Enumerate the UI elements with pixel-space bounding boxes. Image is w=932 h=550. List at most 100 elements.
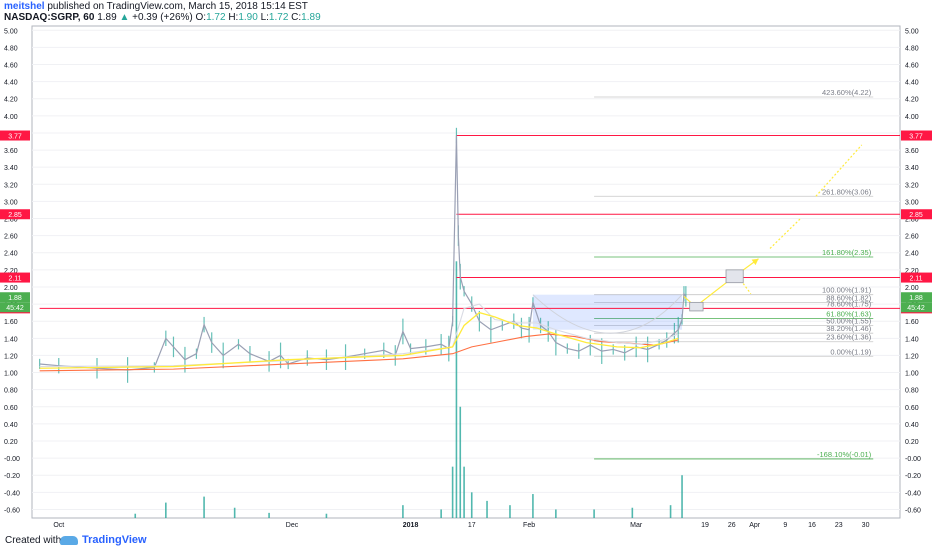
- projection-box: [725, 269, 744, 284]
- price-marker-right-label: 3.77: [909, 134, 923, 141]
- footer: Created with TradingView: [0, 532, 932, 550]
- y-tick-label-right: 5.00: [905, 28, 919, 35]
- last-price: 1.89: [97, 12, 117, 23]
- y-tick-label-right: 1.60: [905, 319, 919, 326]
- volume-bar: [555, 509, 557, 518]
- volume-bar: [233, 507, 236, 518]
- projection-dotted: [815, 144, 863, 197]
- y-tick-label-right: 0.60: [905, 405, 919, 412]
- fib-level-label: 261.80%(3.06): [822, 187, 872, 196]
- volume-bar: [470, 492, 473, 518]
- y-tick-label-left: 1.60: [4, 319, 18, 326]
- y-tick-label-left: 1.00: [4, 371, 18, 378]
- y-tick-label-left: 5.00: [4, 28, 18, 35]
- published-text: published on TradingView.com, March 15, …: [47, 1, 308, 12]
- volume-bar: [402, 505, 404, 518]
- price-marker-left: [0, 272, 30, 283]
- y-tick-label-left: 2.40: [4, 251, 18, 258]
- y-tick-label-right: 3.00: [905, 199, 919, 206]
- y-tick-label-left: 4.20: [4, 97, 18, 104]
- y-tick-label-right: 0.20: [905, 439, 919, 446]
- ohlc-line: NASDAQ:SGRP, 60 1.89 ▲ +0.39 (+26%) O:1.…: [4, 12, 321, 23]
- price-marker-right: [901, 209, 932, 220]
- y-tick-label-left: 1.20: [4, 353, 18, 360]
- price-marker-left: [0, 130, 30, 141]
- x-tick-label: 23: [835, 522, 843, 529]
- cup-curve: [532, 294, 683, 334]
- brand-label: TradingView: [82, 534, 147, 546]
- y-tick-label-left: 0.40: [4, 422, 18, 429]
- projection-arrowhead: [751, 258, 759, 266]
- price-marker-left-label: 2.11: [8, 276, 21, 283]
- countdown-tag-left-label: 45:42: [6, 305, 24, 312]
- y-tick-label-right: -0.00: [905, 456, 921, 463]
- volume-bar: [203, 496, 205, 518]
- chart-area[interactable]: 5.00 5.00 4.80 4.80 4.60 4.60 4.40 4.40 4.20 4.20…: [0, 24, 932, 530]
- high-label: H:: [228, 12, 239, 23]
- symbol-label: NASDAQ:SGRP, 60: [4, 12, 95, 23]
- price-chart[interactable]: 5.00 5.00 4.80 4.80 4.60 4.60 4.40 4.40 4.20 4.20…: [0, 24, 932, 530]
- x-tick-label: 30: [862, 522, 870, 529]
- publish-line: meitshel published on TradingView.com, M…: [4, 1, 308, 12]
- countdown-tag-right: [901, 302, 932, 313]
- volume-bar: [486, 500, 488, 518]
- y-tick-label-right: -0.20: [905, 473, 921, 480]
- author-link[interactable]: meitshel: [4, 1, 45, 12]
- y-tick-label-right: 2.00: [905, 285, 919, 292]
- close-label: C:: [291, 12, 302, 23]
- y-tick-label-left: 3.00: [4, 199, 18, 206]
- price-marker-right-label: 2.11: [909, 276, 922, 283]
- y-tick-label-left: 4.60: [4, 63, 18, 70]
- price-marker-left-label: 2.85: [8, 212, 22, 219]
- y-tick-label-left: 0.80: [4, 388, 18, 395]
- price-marker-right-label: 2.85: [909, 212, 923, 219]
- price-marker-right: [901, 130, 932, 141]
- y-tick-label-left: -0.40: [4, 490, 20, 497]
- chart-header: meitshel published on TradingView.com, M…: [0, 0, 932, 24]
- x-tick-label: Oct: [53, 522, 64, 529]
- y-tick-label-right: 2.80: [905, 217, 919, 224]
- y-tick-label-left: 2.60: [4, 234, 18, 241]
- current-price-tag-right: [901, 292, 932, 303]
- y-tick-label-right: 1.40: [905, 336, 919, 343]
- low-label: L:: [260, 12, 269, 23]
- x-tick-label: 16: [808, 522, 816, 529]
- volume-bar: [532, 494, 534, 518]
- tradingview-logo[interactable]: TradingView: [60, 534, 147, 546]
- change-arrow-icon: ▲: [119, 12, 130, 23]
- y-tick-label-left: 4.00: [4, 114, 18, 121]
- moving-average-yellow: [39, 311, 679, 369]
- y-tick-label-left: 0.60: [4, 405, 18, 412]
- x-tick-label: Mar: [630, 522, 643, 529]
- volume-bar: [669, 505, 672, 518]
- y-tick-label-right: -0.60: [905, 507, 921, 514]
- fib-level-label: 23.60%(1.36): [826, 333, 872, 342]
- volume-bar: [455, 261, 458, 518]
- volume-bar: [134, 513, 137, 518]
- plot-background: [31, 25, 901, 519]
- volume-bar: [463, 466, 465, 518]
- y-tick-label-left: 1.40: [4, 336, 18, 343]
- price-series: [39, 135, 687, 371]
- x-tick-label: 26: [728, 522, 736, 529]
- current-price-tag-right-label: 1.88: [909, 295, 923, 302]
- y-tick-label-right: 3.20: [905, 182, 919, 189]
- moving-average-orange: [39, 333, 679, 372]
- y-tick-label-left: 0.20: [4, 439, 18, 446]
- fib-level-label: 78.60%(1.75): [826, 299, 872, 308]
- y-tick-label-right: -0.40: [905, 490, 921, 497]
- volume-bar: [440, 509, 442, 518]
- volume-bar: [165, 502, 167, 518]
- fib-level-label: 423.60%(4.22): [822, 88, 872, 97]
- created-with-text: Created with: [5, 535, 62, 546]
- fib-level-label: 100.00%(1.91): [822, 286, 872, 295]
- projection-box: [689, 301, 704, 312]
- fib-level-label: 88.60%(1.82): [826, 293, 872, 302]
- volume-bar: [268, 512, 270, 518]
- y-tick-label-right: 4.00: [905, 114, 919, 121]
- y-tick-label-right: 2.20: [905, 268, 919, 275]
- cup-shade: [532, 294, 683, 330]
- y-tick-label-left: 4.80: [4, 45, 18, 52]
- price-marker-right: [901, 272, 932, 283]
- x-tick-label: 2018: [403, 522, 419, 529]
